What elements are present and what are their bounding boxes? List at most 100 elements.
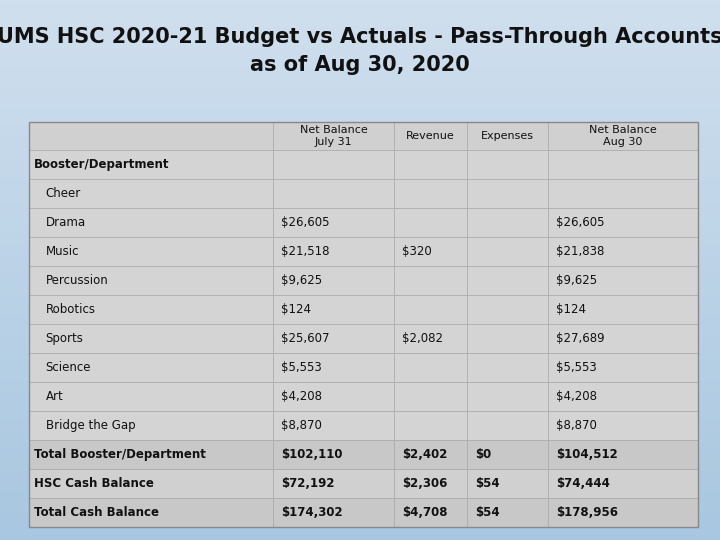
- Text: $25,607: $25,607: [282, 332, 330, 345]
- Text: $72,192: $72,192: [282, 477, 335, 490]
- Bar: [467, 353, 548, 382]
- Bar: [548, 122, 698, 151]
- Bar: [273, 324, 394, 353]
- Text: Booster/Department: Booster/Department: [34, 158, 170, 171]
- Text: Cheer: Cheer: [45, 187, 81, 200]
- Bar: [467, 382, 548, 411]
- Text: $8,870: $8,870: [282, 418, 322, 432]
- Bar: [467, 208, 548, 237]
- Bar: [548, 208, 698, 237]
- Bar: [548, 411, 698, 440]
- Text: Drama: Drama: [45, 216, 86, 229]
- Text: $2,306: $2,306: [402, 477, 447, 490]
- Text: $124: $124: [556, 303, 586, 316]
- Bar: [548, 179, 698, 208]
- Bar: [29, 122, 698, 526]
- Bar: [548, 469, 698, 497]
- Text: $4,708: $4,708: [402, 505, 447, 518]
- Bar: [29, 266, 273, 295]
- Text: $26,605: $26,605: [556, 216, 604, 229]
- Text: Music: Music: [45, 245, 79, 258]
- Bar: [29, 295, 273, 324]
- Text: $320: $320: [402, 245, 431, 258]
- Text: $174,302: $174,302: [282, 505, 343, 518]
- Bar: [273, 469, 394, 497]
- Text: $21,518: $21,518: [282, 245, 330, 258]
- Text: Expenses: Expenses: [481, 131, 534, 141]
- Text: $8,870: $8,870: [556, 418, 597, 432]
- Bar: [548, 353, 698, 382]
- Text: HSC Cash Balance: HSC Cash Balance: [34, 477, 154, 490]
- Bar: [467, 266, 548, 295]
- Bar: [273, 440, 394, 469]
- Text: $5,553: $5,553: [282, 361, 322, 374]
- Bar: [394, 179, 467, 208]
- Text: Total Cash Balance: Total Cash Balance: [34, 505, 159, 518]
- Text: $21,838: $21,838: [556, 245, 604, 258]
- Text: Sports: Sports: [45, 332, 84, 345]
- Bar: [29, 122, 273, 151]
- Bar: [394, 295, 467, 324]
- Bar: [467, 324, 548, 353]
- Bar: [29, 469, 273, 497]
- Bar: [273, 208, 394, 237]
- Bar: [29, 382, 273, 411]
- Bar: [394, 469, 467, 497]
- Text: Percussion: Percussion: [45, 274, 108, 287]
- Bar: [273, 122, 394, 151]
- Bar: [273, 382, 394, 411]
- Text: Science: Science: [45, 361, 91, 374]
- Bar: [273, 266, 394, 295]
- Bar: [467, 151, 548, 179]
- Text: Art: Art: [45, 390, 63, 403]
- Bar: [29, 208, 273, 237]
- Bar: [29, 179, 273, 208]
- Text: $4,208: $4,208: [282, 390, 323, 403]
- Bar: [467, 179, 548, 208]
- Bar: [29, 497, 273, 526]
- Bar: [548, 295, 698, 324]
- Bar: [467, 295, 548, 324]
- Bar: [548, 151, 698, 179]
- Text: $54: $54: [475, 505, 500, 518]
- Bar: [548, 382, 698, 411]
- Bar: [29, 237, 273, 266]
- Bar: [394, 122, 467, 151]
- Bar: [394, 237, 467, 266]
- Bar: [29, 353, 273, 382]
- Bar: [548, 440, 698, 469]
- Text: $2,082: $2,082: [402, 332, 443, 345]
- Bar: [273, 497, 394, 526]
- Text: $2,402: $2,402: [402, 448, 447, 461]
- Bar: [548, 497, 698, 526]
- Bar: [29, 324, 273, 353]
- Text: Net Balance
July 31: Net Balance July 31: [300, 125, 367, 147]
- Text: $178,956: $178,956: [556, 505, 618, 518]
- Bar: [394, 353, 467, 382]
- Bar: [467, 122, 548, 151]
- Text: UMS HSC 2020-21 Budget vs Actuals - Pass-Through Accounts
as of Aug 30, 2020: UMS HSC 2020-21 Budget vs Actuals - Pass…: [0, 28, 720, 75]
- Bar: [394, 151, 467, 179]
- Bar: [467, 440, 548, 469]
- Bar: [273, 295, 394, 324]
- Text: $102,110: $102,110: [282, 448, 343, 461]
- Text: $104,512: $104,512: [556, 448, 618, 461]
- Text: $124: $124: [282, 303, 311, 316]
- Bar: [273, 151, 394, 179]
- Text: Revenue: Revenue: [406, 131, 455, 141]
- Bar: [29, 440, 273, 469]
- Text: $74,444: $74,444: [556, 477, 610, 490]
- Bar: [273, 411, 394, 440]
- Text: Bridge the Gap: Bridge the Gap: [45, 418, 135, 432]
- Bar: [394, 411, 467, 440]
- Bar: [548, 324, 698, 353]
- Bar: [29, 411, 273, 440]
- Text: $27,689: $27,689: [556, 332, 604, 345]
- Bar: [273, 237, 394, 266]
- Bar: [467, 469, 548, 497]
- Bar: [548, 266, 698, 295]
- Text: $9,625: $9,625: [556, 274, 597, 287]
- Bar: [394, 324, 467, 353]
- Bar: [467, 411, 548, 440]
- Bar: [273, 353, 394, 382]
